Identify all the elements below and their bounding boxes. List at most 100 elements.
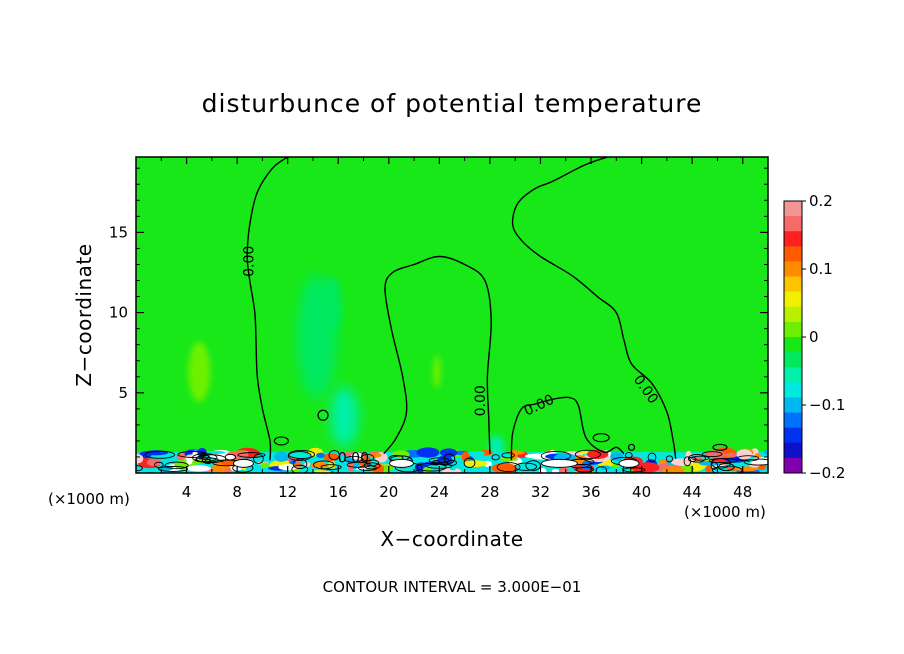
surface-contour	[701, 451, 723, 458]
surface-pocket	[388, 458, 414, 468]
surface-cell	[558, 467, 569, 473]
heatmap-field	[188, 274, 505, 460]
colorbar-swatch	[784, 352, 802, 368]
x-tick-label: 40	[632, 483, 651, 501]
surface-contour	[365, 459, 380, 467]
x-axis-ticks: 4 8 12 16 20 24 28 32 36 40 44 48	[160, 157, 752, 501]
surface-contour	[237, 452, 266, 458]
surface-contour	[575, 466, 595, 473]
x-tick-label: 44	[683, 483, 702, 501]
surface-cell	[551, 468, 560, 473]
surface-noise-layer	[136, 447, 768, 473]
chart-title: disturbunce of potential temperature	[202, 89, 703, 118]
colorbar-swatch	[784, 367, 802, 383]
contour-label: 0.00	[338, 451, 369, 467]
colorbar: 0.2 0.1 0 −0.1 −0.2	[783, 192, 845, 482]
surface-contour	[688, 456, 697, 462]
surface-cell	[260, 462, 269, 468]
surface-cell	[763, 450, 768, 455]
surface-cell	[463, 460, 488, 467]
surface-cell	[610, 452, 623, 461]
surface-contour	[253, 453, 264, 464]
surface-contour	[665, 455, 674, 463]
surface-contour	[708, 458, 739, 464]
surface-contour	[428, 457, 450, 464]
surface-contour	[158, 466, 189, 472]
surface-cell	[524, 453, 551, 459]
surface-contour	[288, 449, 316, 459]
x-tick-label: 48	[733, 483, 752, 501]
surface-cell	[705, 465, 713, 473]
surface-contour	[344, 455, 363, 463]
colorbar-swatch	[784, 412, 802, 429]
surface-cell	[736, 449, 753, 460]
colorbar-swatch	[784, 397, 802, 414]
surface-contour	[204, 459, 212, 465]
colorbar-tick-label: 0.2	[809, 192, 833, 210]
x-tick-label: 28	[480, 483, 499, 501]
surface-pocket	[540, 458, 578, 468]
colorbar-swatch	[784, 216, 802, 232]
surface-cell	[670, 458, 694, 466]
x-tick-label: 12	[278, 483, 297, 501]
y-axis-ticks: 5 10 15	[109, 167, 768, 458]
surface-cell	[662, 466, 685, 473]
contour-label: 0.00	[473, 385, 489, 416]
field-anomaly	[188, 341, 211, 402]
surface-contour	[164, 461, 189, 470]
surface-pocket	[232, 458, 254, 468]
contour-label: 0.00	[242, 246, 258, 277]
surface-cell	[307, 454, 318, 464]
colorbar-swatch	[784, 337, 802, 353]
colorbar-swatch	[784, 291, 802, 308]
surface-contour	[496, 462, 521, 473]
surface-contour	[625, 452, 633, 459]
surface-contour	[691, 455, 710, 461]
contour-line-closed	[712, 443, 728, 451]
surface-contour	[292, 458, 308, 470]
surface-cell	[469, 451, 486, 456]
surface-cell	[146, 458, 162, 467]
y-tick-label: 5	[118, 384, 128, 402]
surface-cell	[461, 451, 470, 462]
x-tick-label: 4	[182, 483, 192, 501]
surface-cell	[186, 465, 211, 472]
surface-cell	[586, 449, 609, 460]
contour-line-closed	[592, 433, 610, 443]
surface-cell	[323, 453, 340, 461]
colorbar-swatch	[784, 261, 802, 278]
surface-contour	[443, 453, 456, 464]
y-tick-label: 10	[109, 304, 128, 322]
surface-contour	[291, 464, 309, 473]
x-tick-label: 16	[329, 483, 348, 501]
x-tick-label: 8	[232, 483, 242, 501]
surface-cell	[734, 466, 759, 472]
surface-contour	[647, 452, 657, 463]
surface-contour	[525, 460, 541, 471]
surface-contour	[320, 464, 342, 470]
surface-cell	[454, 469, 462, 473]
field-anomaly	[321, 276, 342, 333]
surface-contour	[144, 450, 175, 459]
surface-cell	[724, 452, 737, 458]
colorbar-swatch	[784, 442, 802, 459]
plot-area: 0.000.00 0.00 0.000.00 4 8 12 16 20 24 28 32 36 40 4…	[109, 156, 769, 501]
field-anomaly	[432, 355, 441, 388]
surface-contour	[595, 466, 608, 473]
surface-contour	[514, 462, 538, 471]
surface-cell	[186, 457, 193, 465]
surface-contour	[287, 451, 312, 461]
plot-frame	[135, 156, 769, 474]
contour-interval-note: CONTOUR INTERVAL = 3.000E−01	[323, 578, 582, 596]
surface-cell	[491, 463, 518, 473]
surface-cell	[416, 447, 440, 458]
surface-contour	[491, 454, 500, 461]
surface-cell	[300, 469, 316, 473]
contour-line-zero	[510, 396, 625, 461]
colorbar-swatch	[784, 382, 802, 398]
colorbar-tick-label: 0.1	[809, 260, 833, 278]
colorbar-tick-label: −0.1	[809, 396, 845, 414]
y-tick-label: 15	[109, 223, 128, 241]
colorbar-swatch	[784, 457, 802, 474]
field-anomaly	[330, 386, 359, 447]
